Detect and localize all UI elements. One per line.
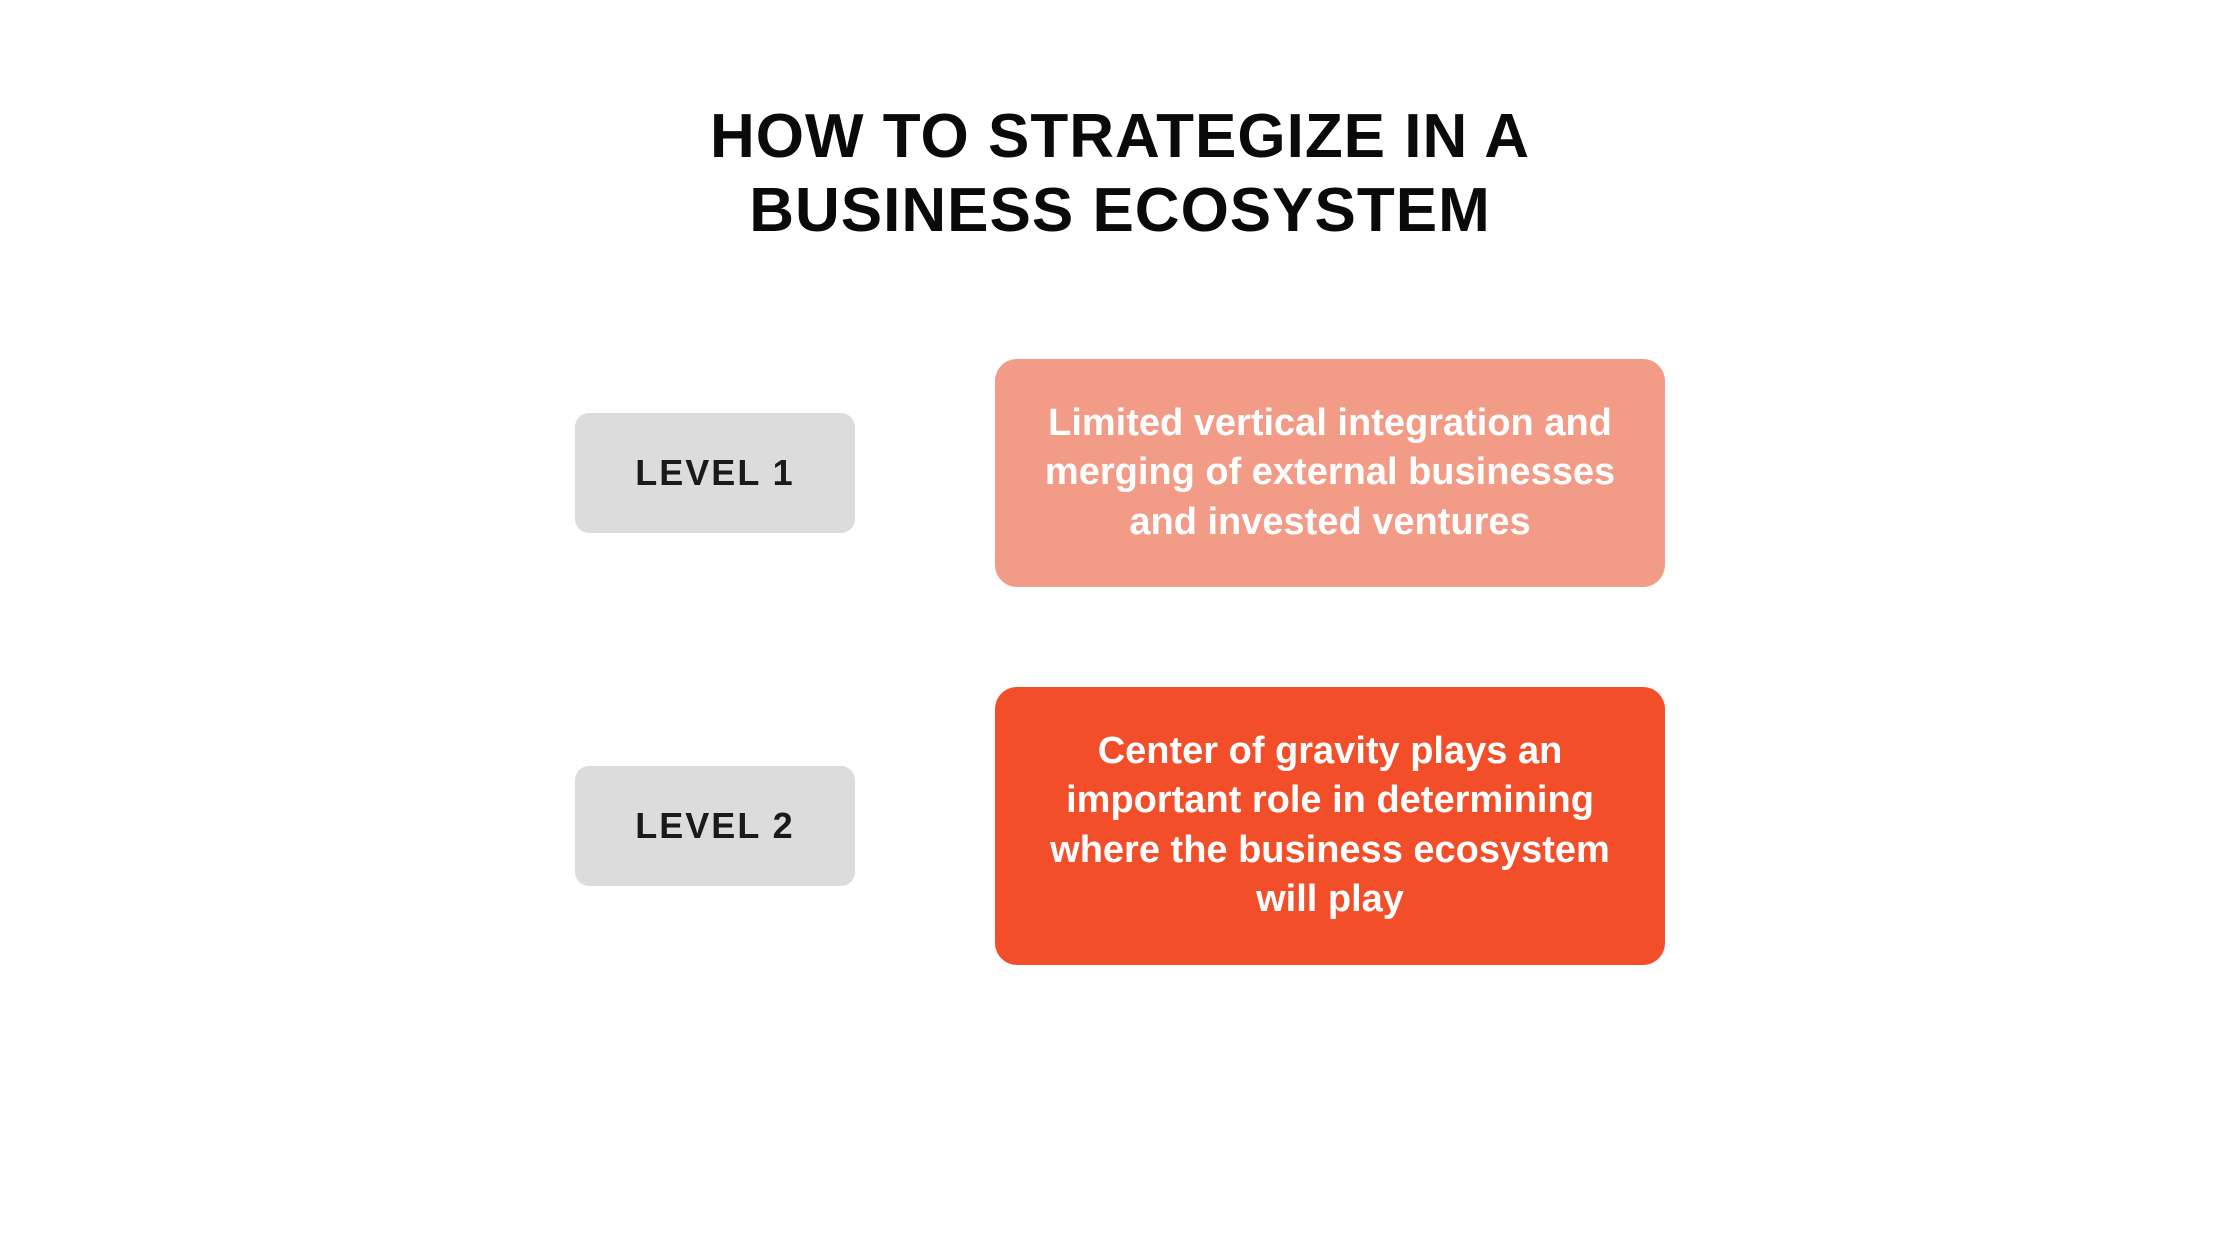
level-row: LEVEL 1 Limited vertical integration and… xyxy=(575,359,1665,587)
page-title: How to strategize in a business ecosyste… xyxy=(570,100,1670,249)
level-description: Center of gravity plays an important rol… xyxy=(1035,727,1625,925)
levels-container: LEVEL 1 Limited vertical integration and… xyxy=(575,359,1665,965)
level-label-box: LEVEL 1 xyxy=(575,413,855,533)
level-label: LEVEL 2 xyxy=(635,805,794,847)
level-description: Limited vertical integration and merging… xyxy=(1035,399,1625,547)
level-row: LEVEL 2 Center of gravity plays an impor… xyxy=(575,687,1665,965)
level-description-box: Center of gravity plays an important rol… xyxy=(995,687,1665,965)
level-label: LEVEL 1 xyxy=(635,452,794,494)
level-description-box: Limited vertical integration and merging… xyxy=(995,359,1665,587)
level-label-box: LEVEL 2 xyxy=(575,766,855,886)
